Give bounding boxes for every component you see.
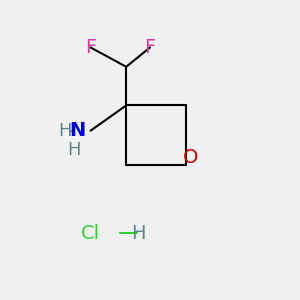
Text: O: O: [182, 148, 198, 167]
Text: Cl: Cl: [81, 224, 100, 243]
Text: H: H: [58, 122, 72, 140]
Text: N: N: [69, 121, 85, 140]
Text: F: F: [85, 38, 96, 57]
Text: H: H: [68, 141, 81, 159]
Text: F: F: [144, 38, 156, 57]
Text: H: H: [131, 224, 146, 243]
